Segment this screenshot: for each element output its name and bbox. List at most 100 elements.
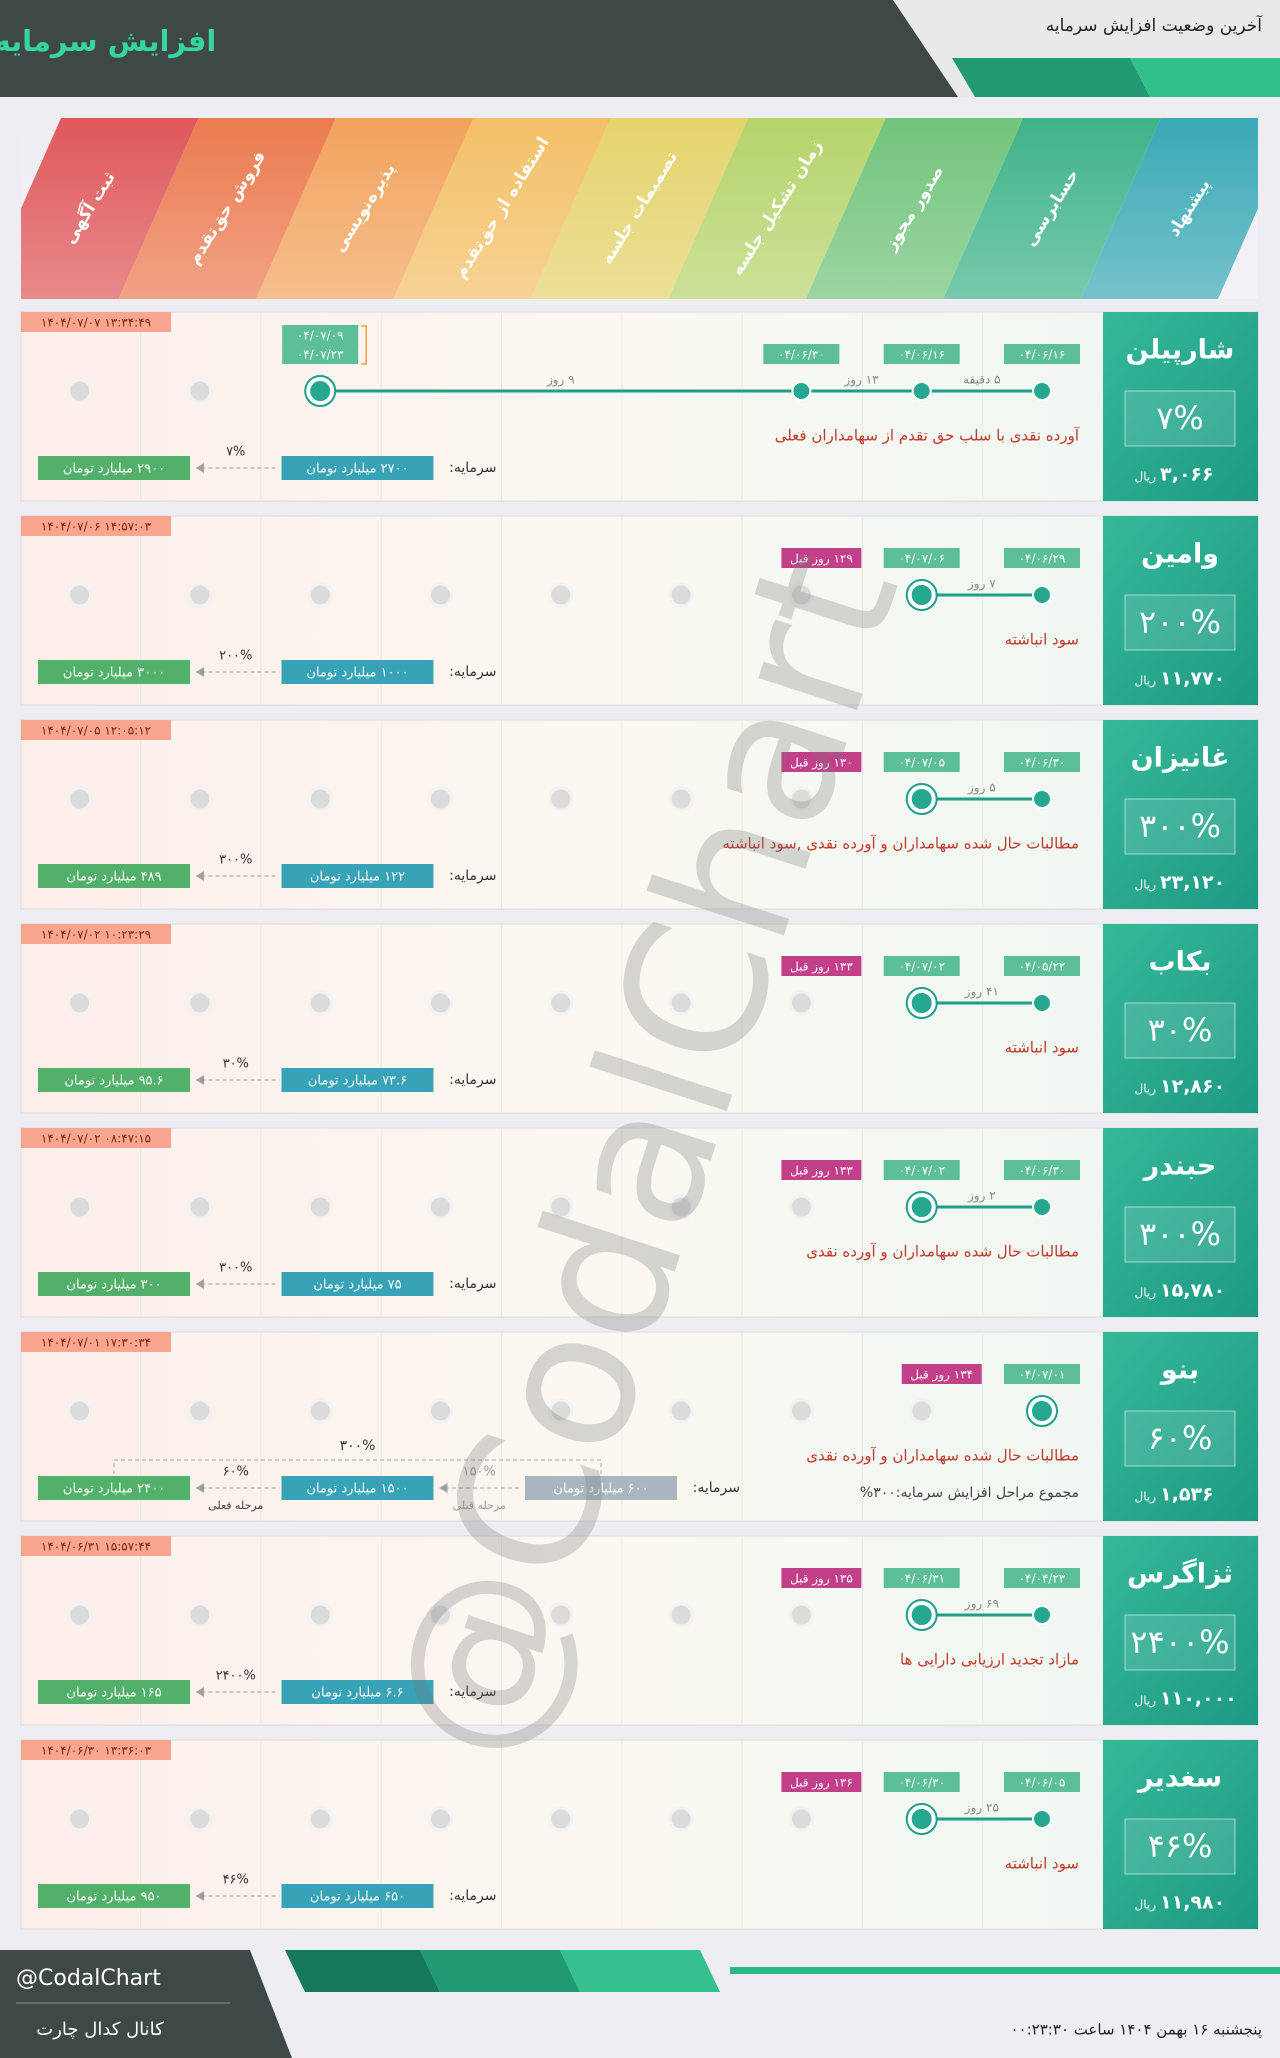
date-label: ۰۴/۰۶/۳۰	[1019, 1164, 1066, 1178]
card-bg	[20, 1739, 1259, 1930]
stage-pending	[668, 990, 694, 1016]
date-badge	[1004, 1160, 1080, 1180]
stage-pending	[67, 990, 93, 1016]
ago-label: ۱۳۳ روز قبل	[790, 1164, 853, 1179]
capital-total-bracket	[113, 1459, 602, 1474]
stage-pending	[187, 1806, 213, 1832]
stage-pending	[428, 1602, 453, 1628]
stage-pending	[788, 1398, 814, 1424]
description: مطالبات حال شده سهامداران و آورده نقدی	[806, 1447, 1079, 1465]
price: ۱۱,۷۷۰	[1160, 668, 1225, 690]
stage-pending	[307, 786, 333, 812]
capital-arrowhead	[196, 871, 204, 881]
capital-amount: ۶۰۰ میلیارد تومان	[553, 1482, 648, 1497]
currency: ریال	[1134, 1082, 1156, 1097]
price: ۱,۵۳۶	[1160, 1484, 1214, 1506]
stage-done	[1032, 789, 1052, 809]
ticker-panel	[1103, 1740, 1258, 1929]
price: ۱۱۰,۰۰۰	[1160, 1688, 1237, 1710]
date-badge	[282, 325, 359, 345]
capital-rate: ۳۰۰%	[219, 1261, 252, 1276]
percent-box	[1124, 1614, 1236, 1671]
timestamp-badge	[21, 1536, 171, 1556]
stage-done	[1032, 1197, 1052, 1217]
ticker-percent: ۳۰۰%	[1139, 807, 1221, 845]
capital-box	[281, 660, 434, 684]
date-label: ۰۴/۰۵/۲۲	[1019, 960, 1066, 974]
capital-box	[281, 1680, 434, 1704]
description: مطالبات حال شده سهامداران و آورده نقدی	[806, 1243, 1079, 1261]
gap-label: ۶۹ روز	[964, 1597, 999, 1612]
stage-pending	[548, 1806, 574, 1832]
capital-amount: ۷۵ میلیارد تومان	[313, 1278, 401, 1293]
date-badge	[763, 344, 840, 364]
summary: مجموع مراحل افزایش سرمایه:۳۰۰%	[860, 1485, 1079, 1501]
capital-box	[38, 456, 190, 480]
stage-pending	[668, 1398, 694, 1424]
ticker-name: حبندر	[1142, 1151, 1217, 1182]
ticker-name: ثزاگرس	[1127, 1558, 1233, 1590]
company-card: ۱۴۰۴/۰۷/۰۶ ۱۴:۵۷:۰۳ ۰۴/۰۶/۲۹ ۰۴/۰۷/۰۶ ۷ روز…	[20, 515, 1259, 706]
ago-badge	[781, 1568, 862, 1588]
date-label: ۰۴/۰۶/۱۶	[898, 348, 945, 362]
gap-label: ۱۳ روز	[844, 373, 880, 388]
timestamp-badge	[21, 516, 171, 536]
stage-current	[909, 787, 934, 811]
stage-done	[1032, 585, 1052, 605]
ago-label: ۱۲۹ روز قبل	[790, 552, 853, 567]
ticker-percent: ۶۰%	[1148, 1419, 1213, 1457]
stage-pending	[788, 786, 814, 812]
capital-amount: ۱۵۰۰ میلیارد تومان	[306, 1482, 408, 1497]
capital-arrowhead	[439, 1483, 448, 1493]
timestamp: ۱۴۰۴/۰۶/۳۰ ۱۳:۳۶:۰۳	[41, 1744, 152, 1758]
capital-label: سرمایه:	[449, 1684, 496, 1700]
capital-rate: ۳۰۰%	[219, 853, 252, 868]
percent-box	[1124, 594, 1236, 651]
stage-pending	[909, 1398, 935, 1424]
date-label: ۰۴/۰۷/۰۵	[898, 756, 945, 770]
date-label: ۰۴/۰۶/۲۹	[1019, 552, 1066, 566]
capital-amount: ۲۹۰۰ میلیارد تومان	[63, 462, 165, 477]
ago-badge	[781, 1772, 862, 1792]
timestamp: ۱۴۰۴/۰۷/۰۲ ۰۸:۴۷:۱۵	[41, 1132, 151, 1146]
capital-box	[281, 864, 434, 888]
capital-arrowhead	[196, 1891, 204, 1901]
capital-rate: ۴۶%	[223, 1873, 249, 1888]
price: ۱۵,۷۸۰	[1160, 1280, 1225, 1302]
percent-box	[1124, 390, 1236, 447]
percent-box	[1124, 798, 1236, 855]
capital-amount: ۱۲۲ میلیارد تومان	[310, 870, 405, 885]
capital-rate: ۲۰۰%	[219, 649, 252, 664]
ago-label: ۱۳۳ روز قبل	[790, 960, 853, 975]
ticker-percent: ۲۴۰۰%	[1130, 1623, 1229, 1661]
capital-box	[38, 1884, 190, 1908]
stage-pending	[548, 990, 574, 1016]
timestamp-badge	[21, 924, 171, 944]
ticker-panel	[1103, 720, 1258, 909]
description: سود انباشته	[1005, 631, 1079, 649]
gap-label: ۴۱ روز	[964, 985, 999, 1000]
currency: ریال	[1134, 1286, 1156, 1301]
ticker-panel	[1103, 924, 1258, 1113]
capital-label: سرمایه:	[449, 1072, 496, 1088]
date-label: ۰۴/۰۶/۳۱	[898, 1572, 945, 1586]
stage-pending	[548, 1398, 574, 1424]
capital-label: سرمایه:	[449, 460, 496, 476]
date-label: ۰۴/۰۷/۲۳	[297, 348, 344, 362]
stage-pending	[428, 582, 453, 608]
ago-badge	[781, 548, 862, 568]
gap-label: ۷ روز	[967, 577, 996, 592]
capital-box	[281, 1476, 434, 1500]
ticker-panel	[1103, 1536, 1258, 1725]
header-stripe	[1130, 58, 1280, 97]
capital-arrowhead	[196, 463, 204, 473]
company-card: ۱۴۰۴/۰۶/۳۰ ۱۳:۳۶:۰۳ ۰۴/۰۶/۰۵ ۰۴/۰۶/۳۰ ۲۵ رو…	[20, 1739, 1259, 1930]
gap-label: ۵ دقیقه	[963, 373, 1000, 387]
footer-stripe	[285, 1950, 440, 1992]
stage-pending	[668, 1806, 694, 1832]
date-label: ۰۴/۰۷/۰۹	[297, 329, 344, 343]
price: ۱۱,۹۸۰	[1160, 1892, 1225, 1914]
stage-pending	[67, 378, 93, 404]
currency: ریال	[1134, 1490, 1156, 1505]
